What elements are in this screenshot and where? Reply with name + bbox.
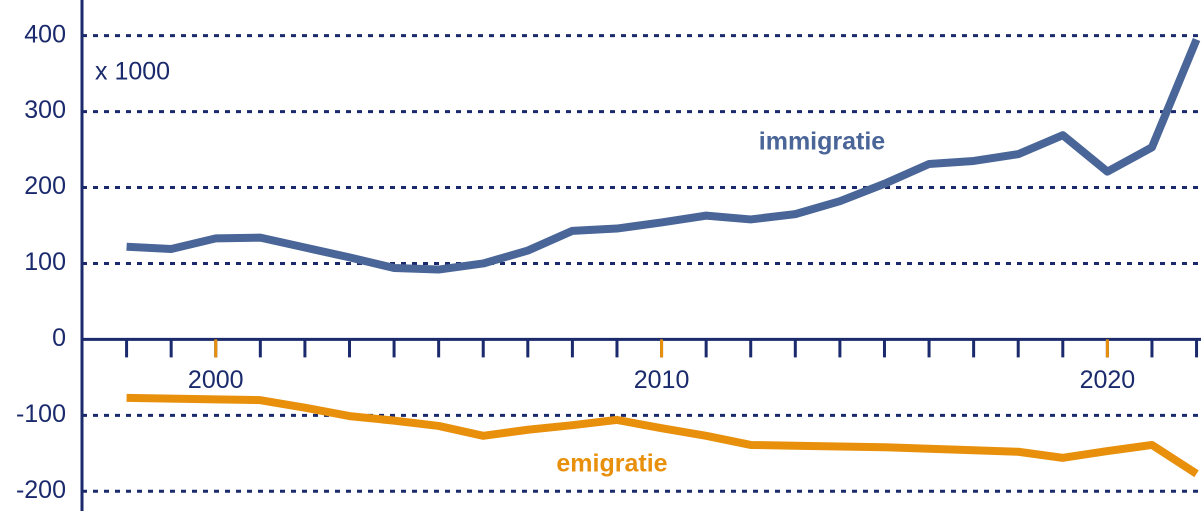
y-tick-label: 200 bbox=[24, 172, 66, 200]
series-line bbox=[126, 393, 1199, 478]
series-line bbox=[126, 37, 1201, 274]
y-tick-label: 300 bbox=[24, 96, 66, 124]
unit-label: x 1000 bbox=[95, 58, 170, 86]
y-tick-label: -100 bbox=[16, 400, 66, 428]
y-tick-label: 400 bbox=[24, 20, 66, 48]
x-tick-label: 2010 bbox=[634, 366, 690, 394]
x-tick-label: 2020 bbox=[1080, 366, 1136, 394]
y-tick-label: -200 bbox=[16, 476, 66, 504]
x-tick-label: 2000 bbox=[188, 366, 244, 394]
y-tick-label: 0 bbox=[52, 324, 66, 352]
series-label: immigratie bbox=[759, 128, 886, 156]
y-tick-label: 100 bbox=[24, 248, 66, 276]
series-label: emigratie bbox=[556, 450, 667, 478]
